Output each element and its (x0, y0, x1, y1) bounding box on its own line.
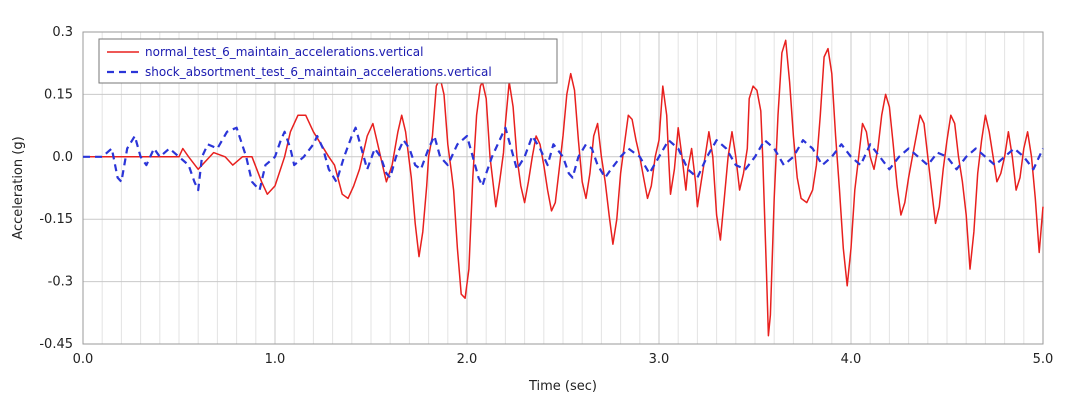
y-tick-label: -0.15 (39, 212, 73, 227)
x-tick-label: 4.0 (841, 352, 862, 367)
y-tick-label: 0.3 (52, 25, 73, 40)
series-line-normal-test (83, 39, 1044, 337)
legend-box (98, 38, 558, 84)
gridlines (82, 31, 1044, 345)
legend: normal_test_6_maintain_accelerations.ver… (98, 38, 558, 84)
y-tick-label: -0.3 (48, 275, 73, 290)
x-tick-label: 3.0 (649, 352, 670, 367)
tick-labels: 0.0 1.0 2.0 3.0 4.0 5.0 0.3 0.15 0.0 -0.15 -0.3 -0.… (39, 25, 1053, 367)
y-axis-title: Acceleration (g) (11, 136, 26, 239)
x-tick-label: 1.0 (265, 352, 286, 367)
plot-area-border (82, 31, 1044, 345)
x-tick-label: 2.0 (457, 352, 478, 367)
legend-label-shock-absortment-test: shock_absortment_test_6_maintain_acceler… (145, 65, 492, 79)
series-line-shock-absortment-test (83, 126, 1044, 192)
x-tick-label: 0.0 (73, 352, 94, 367)
legend-label-normal-test: normal_test_6_maintain_accelerations.ver… (145, 45, 423, 59)
x-tick-label: 5.0 (1033, 352, 1054, 367)
y-tick-label: -0.45 (39, 337, 73, 352)
y-tick-label: 0.15 (44, 87, 73, 102)
x-axis-title: Time (sec) (528, 379, 597, 394)
y-tick-label: 0.0 (52, 150, 73, 165)
series-lines (83, 39, 1044, 337)
